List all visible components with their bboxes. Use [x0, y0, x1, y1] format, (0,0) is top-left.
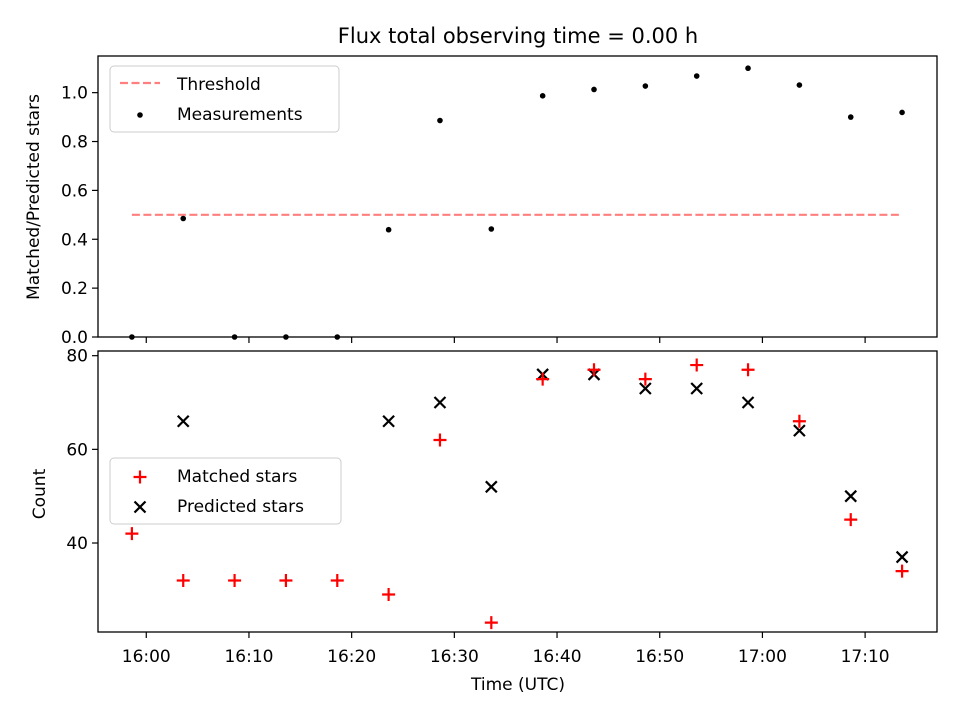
predicted-star-marker [844, 489, 858, 503]
matched-star-marker [382, 588, 396, 602]
matched-star-marker [792, 414, 806, 428]
x-tick-label: 16:20 [327, 647, 376, 667]
top-plot-area: 0.0 0.2 0.4 0.6 0.8 1.0 [61, 65, 905, 348]
matched-star-marker [536, 372, 550, 386]
top-y-tick-label: 0.0 [61, 328, 88, 348]
matched-star-marker [587, 363, 601, 377]
predicted-star-marker [639, 382, 652, 395]
measurement-point [488, 226, 495, 232]
matched-star-marker [741, 363, 755, 377]
top-y-axis-label: Matched/Predicted stars [24, 94, 44, 300]
bottom-y-axis-label: Count [30, 468, 50, 519]
top-legend: Threshold Measurements [109, 65, 340, 133]
matched-star-marker [433, 433, 447, 447]
x-tick-label: 16:00 [122, 647, 171, 667]
matched-star-marker [895, 564, 909, 578]
measurement-point [693, 73, 700, 79]
x-tick-label: 17:10 [841, 647, 890, 667]
measurement-point [180, 215, 187, 222]
legend-threshold-label: Threshold [176, 75, 261, 95]
measurement-point [591, 86, 597, 93]
legend-matched-swatch [133, 470, 147, 484]
bottom-legend-box [109, 457, 342, 525]
bottom-y-tick-label: 60 [66, 440, 88, 460]
measurement-point [745, 65, 751, 72]
predicted-star-marker [433, 396, 447, 409]
predicted-star-marker [382, 414, 395, 428]
matched-star-marker [228, 573, 242, 587]
measurement-point [847, 114, 854, 120]
matched-star-marker [638, 372, 652, 386]
matched-star-marker [279, 573, 293, 587]
bottom-plot-area: 40 60 80 16:00 16:10 16:20 16:30 16:40 16:50 17:0… [66, 347, 909, 667]
predicted-star-marker [485, 480, 498, 494]
measurement-point [539, 93, 546, 99]
predicted-star-marker [793, 424, 806, 437]
x-tick-label: 16:30 [430, 647, 479, 667]
bottom-y-tick-label: 80 [66, 347, 88, 367]
predicted-star-marker [741, 396, 755, 409]
measurement-point [899, 109, 905, 116]
x-tick-label: 16:40 [533, 647, 582, 667]
legend-measurements-swatch [137, 112, 143, 118]
measurement-point [385, 226, 392, 233]
predicted-star-marker [176, 414, 190, 428]
top-y-tick-label: 0.8 [61, 133, 88, 153]
legend-predicted-swatch [133, 500, 147, 514]
x-tick-label: 17:00 [738, 647, 787, 667]
x-axis-label: Time (UTC) [470, 675, 565, 695]
matched-star-marker [330, 573, 344, 587]
matched-star-marker [690, 358, 704, 372]
legend-measurements-label: Measurements [177, 105, 303, 125]
predicted-star-marker [895, 550, 909, 564]
top-y-tick-label: 0.4 [61, 230, 88, 250]
top-axes-frame [97, 55, 938, 338]
bottom-y-tick-label: 40 [66, 534, 88, 554]
matched-star-marker [844, 513, 858, 527]
bottom-legend: Matched stars Predicted stars [109, 457, 342, 525]
top-y-tick-label: 1.0 [61, 84, 88, 104]
top-title: Flux total observing time = 0.00 h [338, 24, 698, 48]
top-legend-box [109, 65, 340, 133]
matched-star-marker [484, 616, 498, 630]
measurement-point [796, 82, 803, 88]
x-tick-label: 16:10 [224, 647, 273, 667]
matched-star-marker [176, 573, 190, 587]
top-y-tick-label: 0.6 [61, 181, 88, 201]
matched-star-marker [125, 527, 139, 541]
bottom-axes-frame [97, 350, 938, 633]
measurement-point [437, 117, 443, 124]
top-y-tick-label: 0.2 [61, 279, 88, 299]
legend-matched-label: Matched stars [177, 467, 297, 487]
measurement-point [642, 83, 649, 89]
x-tick-label: 16:50 [635, 647, 684, 667]
legend-predicted-label: Predicted stars [177, 497, 304, 517]
predicted-star-marker [690, 382, 703, 395]
